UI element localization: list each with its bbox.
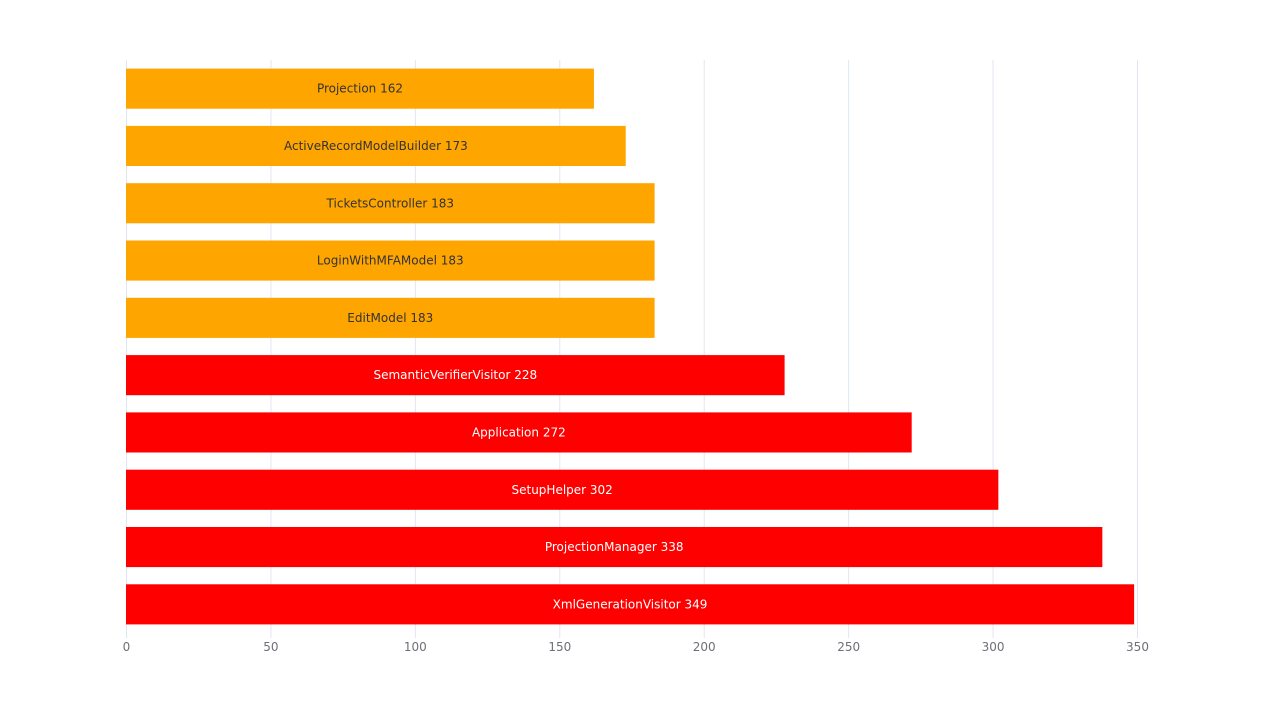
data-label: TicketsController 183 — [326, 196, 455, 210]
bar-projectionmanager — [126, 526, 1103, 568]
x-tick-label: 200 — [693, 640, 716, 654]
bar-loginwithmfamodel — [126, 240, 655, 281]
data-label: Projection 162 — [317, 82, 403, 96]
bar-projection — [126, 68, 594, 109]
bar-ticketscontroller — [126, 183, 655, 224]
data-label: EditModel 183 — [347, 311, 433, 325]
bar-application — [126, 412, 912, 453]
x-tick-label: 0 — [123, 640, 131, 654]
data-label: SemanticVerifierVisitor 228 — [373, 368, 537, 382]
bar-semanticverifiervisitor — [126, 355, 785, 396]
bar-xmlgenerationvisitor — [126, 584, 1135, 625]
data-label: LoginWithMFAModel 183 — [317, 254, 464, 268]
bar-editmodel — [126, 297, 655, 338]
x-tick-label: 250 — [837, 640, 860, 654]
data-label: ProjectionManager 338 — [545, 540, 684, 554]
bar-setuphelper — [126, 469, 999, 510]
data-label: SetupHelper 302 — [512, 483, 613, 497]
data-label: ActiveRecordModelBuilder 173 — [284, 139, 468, 153]
x-tick-label: 50 — [263, 640, 278, 654]
data-label: Application 272 — [472, 425, 566, 439]
x-tick-label: 100 — [404, 640, 427, 654]
x-tick-label: 350 — [1126, 640, 1149, 654]
data-label: XmlGenerationVisitor 349 — [553, 597, 708, 611]
x-tick-label: 150 — [548, 640, 571, 654]
bar-activerecordmodelbuilder — [126, 125, 626, 167]
x-tick-label: 300 — [982, 640, 1005, 654]
